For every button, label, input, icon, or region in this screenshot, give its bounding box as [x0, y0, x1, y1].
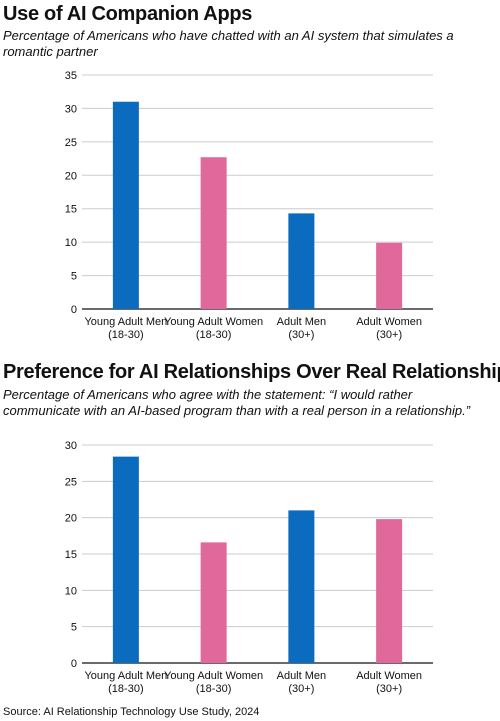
- chart-1: Use of AI Companion Apps Percentage of A…: [0, 0, 500, 355]
- y-tick-label: 20: [65, 170, 77, 182]
- x-tick-label: (30+): [288, 683, 314, 695]
- chart-1-title: Use of AI Companion Apps: [3, 3, 253, 25]
- bar: [376, 242, 403, 309]
- y-tick-label: 15: [65, 204, 77, 216]
- y-tick-label: 35: [65, 70, 77, 82]
- x-tick-label: (18-30): [196, 683, 231, 695]
- y-tick-label: 10: [65, 585, 77, 597]
- y-tick-label: 5: [71, 271, 77, 283]
- x-tick-label: Adult Men: [277, 670, 327, 682]
- y-tick-label: 20: [65, 513, 77, 525]
- chart-1-subtitle: Percentage of Americans who have chatted…: [3, 28, 454, 59]
- x-tick-label: (30+): [376, 683, 402, 695]
- y-tick-label: 25: [65, 137, 77, 149]
- x-tick-label: (18-30): [196, 329, 231, 341]
- bar: [112, 456, 139, 663]
- y-tick-label: 15: [65, 549, 77, 561]
- bar: [112, 101, 139, 309]
- source-note: Source: AI Relationship Technology Use S…: [3, 706, 260, 718]
- x-tick-label: Young Adult Women: [164, 670, 263, 682]
- x-tick-label: (30+): [376, 329, 402, 341]
- bar: [376, 519, 403, 663]
- x-tick-label: Young Adult Women: [164, 316, 263, 328]
- y-tick-label: 25: [65, 476, 77, 488]
- y-tick-label: 30: [65, 440, 77, 452]
- x-tick-label: (18-30): [108, 683, 143, 695]
- chart-2-title: Preference for AI Relationships Over Rea…: [3, 361, 500, 383]
- x-tick-label: Adult Men: [277, 316, 327, 328]
- x-tick-label: (30+): [288, 329, 314, 341]
- bar: [288, 213, 315, 309]
- y-tick-label: 30: [65, 103, 77, 115]
- x-tick-label: Adult Women: [356, 316, 422, 328]
- y-tick-label: 0: [71, 304, 77, 316]
- x-tick-label: (18-30): [108, 329, 143, 341]
- y-tick-label: 10: [65, 237, 77, 249]
- chart-2-subtitle: Percentage of Americans who agree with t…: [3, 387, 471, 418]
- bar: [200, 157, 227, 309]
- bar: [200, 542, 227, 663]
- chart-2: Preference for AI Relationships Over Rea…: [3, 361, 500, 695]
- y-tick-label: 0: [71, 658, 77, 670]
- bar: [288, 510, 315, 663]
- y-tick-label: 5: [71, 622, 77, 634]
- x-tick-label: Young Adult Men: [84, 316, 167, 328]
- x-tick-label: Adult Women: [356, 670, 422, 682]
- x-tick-label: Young Adult Men: [84, 670, 167, 682]
